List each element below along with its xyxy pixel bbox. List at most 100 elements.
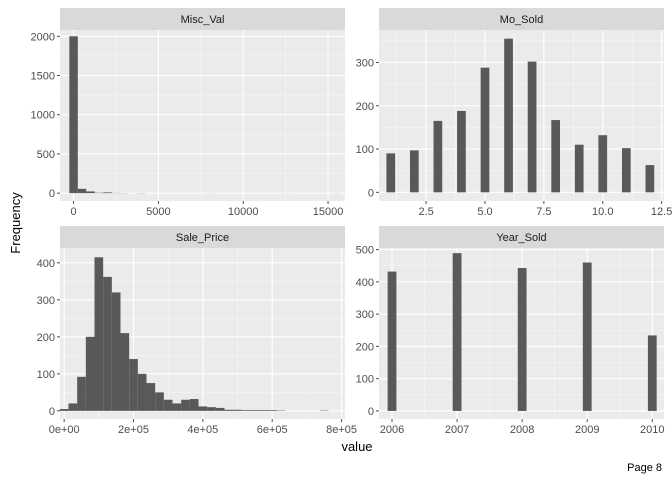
y-tick-label: 100 [356,374,374,386]
histogram-bar [85,336,95,411]
panel-background [379,30,664,201]
y-tick-label: 200 [356,341,374,353]
x-tick-label: 4e+05 [187,424,218,436]
x-tick-label: 2009 [575,424,599,436]
histogram-bar [527,61,537,193]
histogram-bar [598,135,608,193]
x-tick-label: 6e+05 [257,424,288,436]
histogram-bar [77,376,86,411]
histogram-bar [146,383,156,411]
x-axis-title: value [341,439,372,454]
histogram-bar [215,407,225,411]
page-label: Page 8 [627,462,662,474]
histogram-bar [387,271,397,411]
histogram-bar [181,399,190,411]
histogram-bar [198,406,208,411]
histogram-bar [259,410,268,411]
histogram-bar [69,36,78,194]
x-tick-label: 2007 [445,424,469,436]
x-tick-label: 2e+05 [118,424,149,436]
facet-strip [379,226,664,248]
x-tick-label: 0 [71,206,77,218]
facet-mo-sold: Mo_Sold 2.5 5.0 7.5 10.0 12.5 0 100 200 300 [356,8,672,218]
facet-strip-label: Misc_Val [181,14,225,26]
histogram-bar [409,150,419,193]
histogram-bar [433,120,443,193]
histogram-bar [267,410,277,411]
histogram-bar [551,120,561,193]
facet-strip [60,8,345,30]
x-tick-label: 10000 [228,206,259,218]
facet-strip [60,226,345,248]
facet-sale-price: Sale_Price 0e+00 2e+05 4e+05 6e+05 8e+05 0 100 2… [37,226,357,436]
facet-strip [379,8,664,30]
histogram-bar [233,409,242,411]
x-tick-label: 7.5 [536,206,551,218]
y-tick-label: 0 [49,406,55,418]
histogram-bar [250,410,260,411]
histogram-bar [241,410,251,411]
y-tick-label: 1500 [31,70,55,82]
facet-year-sold: Year_Sold 2006 2007 2008 2009 2010 0 100 200 300 4… [356,226,665,436]
histogram-bar [207,407,216,411]
histogram-bar [163,399,173,411]
y-tick-label: 100 [37,369,55,381]
histogram-bar [647,335,657,411]
x-tick-label: 2006 [380,424,404,436]
histogram-bar [68,403,78,411]
x-tick-label: 8e+05 [326,424,357,436]
y-tick-label: 2000 [31,31,55,43]
y-tick-label: 300 [356,309,374,321]
histogram-bar [94,257,104,411]
x-tick-label: 0e+00 [49,424,80,436]
y-tick-label: 1000 [31,110,55,122]
x-tick-label: 2.5 [418,206,433,218]
histogram-bar [59,409,69,411]
facet-strip-label: Mo_Sold [500,14,543,26]
histogram-bar [172,403,182,411]
histogram-bar [189,399,199,411]
y-tick-label: 400 [356,277,374,289]
y-tick-label: 300 [37,295,55,307]
histogram-bar [155,392,164,411]
histogram-bar [103,276,112,411]
histogram-bar [457,110,466,193]
y-tick-label: 200 [356,101,374,113]
x-tick-label: 2010 [640,424,664,436]
y-tick-label: 400 [37,258,55,270]
histogram-bar [137,373,147,411]
x-tick-label: 2008 [510,424,534,436]
histogram-bar [103,192,112,194]
x-tick-label: 5000 [146,206,170,218]
y-tick-label: 0 [368,187,374,199]
histogram-bar [645,165,655,193]
histogram-bar [517,268,527,411]
facet-misc-val: Misc_Val 0 5000 10000 15000 0 500 1000 1500 2000 [31,8,345,218]
x-tick-label: 12.5 [651,206,672,218]
y-axis-title: Frequency [8,192,23,254]
histogram-bar [224,409,234,411]
histogram-bar [574,144,584,193]
histogram-bar [621,148,631,193]
y-tick-label: 200 [37,332,55,344]
histogram-bar [386,153,396,193]
x-tick-label: 10.0 [592,206,613,218]
facet-strip-label: Year_Sold [496,232,546,244]
histogram-bar [129,359,138,411]
histogram-bar [86,191,95,194]
y-tick-label: 300 [356,57,374,69]
histogram-bar [120,333,130,411]
histogram-bar [504,38,513,193]
histogram-bar [77,188,87,194]
y-tick-label: 0 [368,406,374,418]
x-tick-label: 5.0 [477,206,492,218]
histogram-bar [480,67,490,193]
y-tick-label: 0 [49,188,55,200]
histogram-bar [582,262,592,411]
y-tick-label: 500 [37,149,55,161]
histogram-bar [111,292,121,411]
panel-background [60,30,345,201]
histogram-bar [452,253,462,411]
facet-strip-label: Sale_Price [176,232,229,244]
